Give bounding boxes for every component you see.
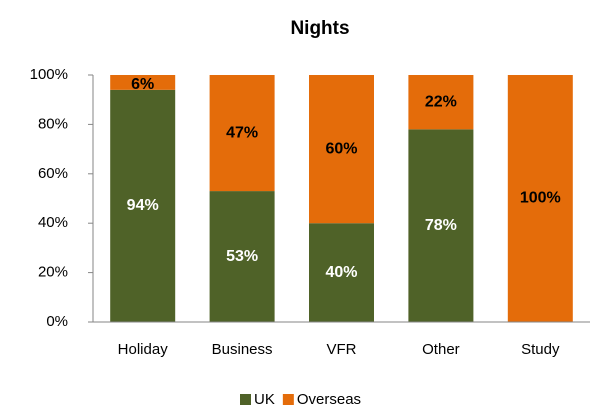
bar-segment — [507, 75, 573, 322]
y-tick-label: 40% — [38, 214, 68, 231]
x-tick-label: Study — [521, 341, 560, 358]
bar-segment — [110, 89, 176, 322]
bar-segment — [110, 75, 176, 90]
data-label: 47% — [226, 124, 258, 141]
legend-label: Overseas — [297, 391, 361, 408]
legend-label: UK — [254, 391, 275, 408]
data-label: 40% — [325, 264, 357, 281]
data-label: 22% — [425, 93, 457, 110]
bar-segment — [408, 129, 474, 322]
bar-segment — [209, 75, 275, 192]
y-tick-label: 60% — [38, 165, 68, 182]
x-tick-label: VFR — [327, 341, 357, 358]
data-label: 78% — [425, 217, 457, 234]
bar-segment — [309, 75, 374, 224]
x-tick-label: Business — [212, 341, 273, 358]
y-tick-label: 20% — [38, 264, 68, 281]
data-label: 100% — [520, 190, 561, 207]
x-tick-label: Other — [422, 341, 460, 358]
legend-swatch — [240, 394, 251, 405]
data-label: 94% — [127, 197, 159, 214]
y-tick-label: 80% — [38, 115, 68, 132]
data-label: 60% — [325, 140, 357, 157]
bar-segment — [408, 75, 474, 130]
bar-segment — [209, 191, 275, 322]
chart-title: Nights — [290, 18, 349, 39]
data-label: 53% — [226, 248, 258, 265]
y-tick-label: 100% — [30, 66, 68, 83]
legend-swatch — [282, 394, 294, 405]
bar-segment — [309, 223, 374, 322]
data-label: 6% — [131, 76, 154, 93]
x-tick-label: Holiday — [118, 341, 169, 358]
y-tick-label: 0% — [46, 313, 68, 330]
